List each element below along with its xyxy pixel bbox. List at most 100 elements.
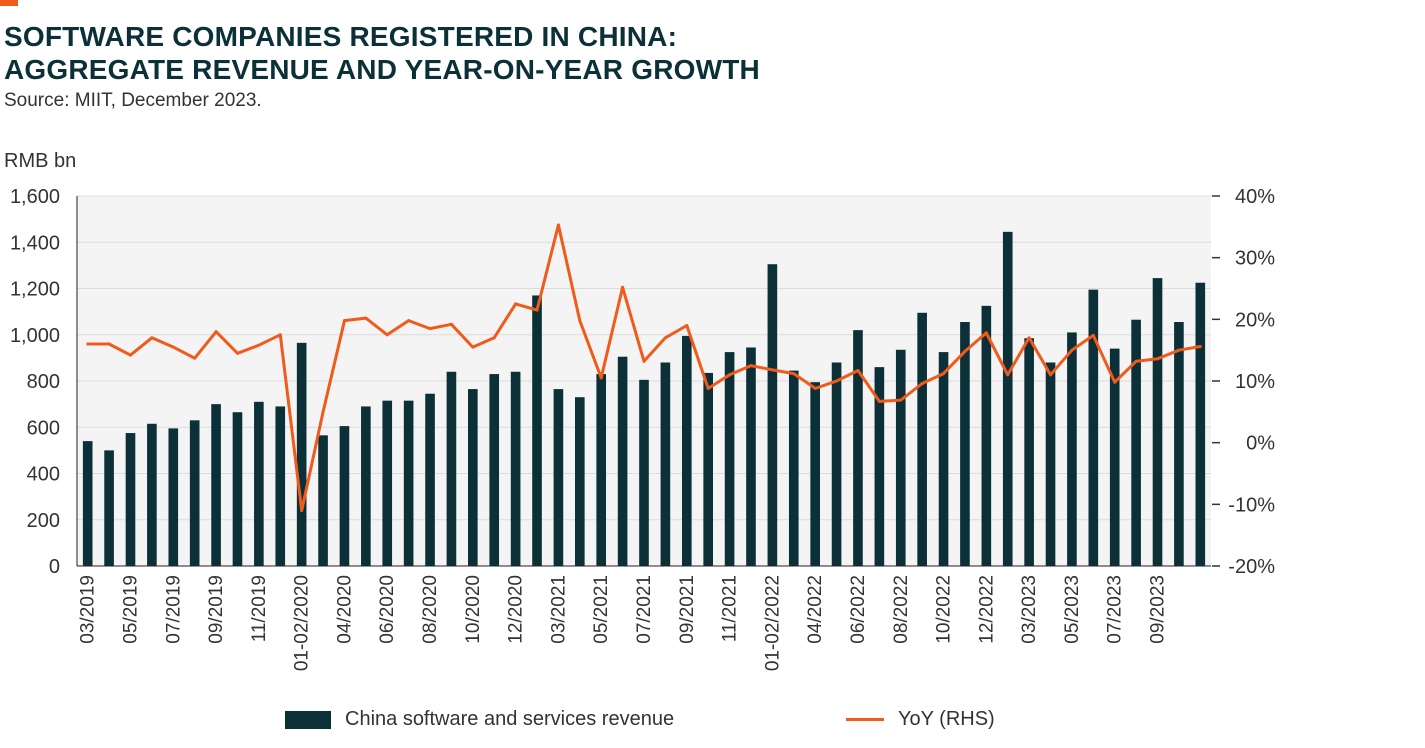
x-tick-label: 08/2020 [420, 575, 441, 644]
revenue-bar [681, 335, 692, 566]
revenue-bar [703, 372, 714, 566]
x-tick-label: 09/2021 [677, 575, 698, 644]
revenue-bar [1002, 231, 1013, 566]
revenue-bar [853, 330, 863, 566]
legend-revenue-label: China software and services revenue [345, 708, 675, 730]
axes [76, 196, 1211, 567]
yoy-point [107, 342, 111, 346]
revenue-bar [446, 371, 457, 566]
yoy-point [514, 302, 518, 306]
revenue-bar [382, 400, 393, 566]
yoy-point [792, 372, 796, 376]
right-axis-tick-labels: -20% -10% 0% 10% 20% 30% 40% [1212, 186, 1275, 578]
yoy-point [1091, 333, 1095, 337]
yoy-point [278, 333, 282, 337]
yoy-point [556, 223, 560, 227]
revenue-bar [553, 389, 564, 566]
revenue-bar [296, 342, 307, 566]
revenue-bar [82, 441, 93, 566]
revenue-bar [361, 406, 371, 566]
revenue-bar [168, 428, 179, 566]
x-tick-label: 03/2021 [548, 575, 569, 644]
revenue-bar [468, 389, 478, 566]
right-tick-label: 30% [1235, 248, 1275, 270]
revenue-bar [574, 397, 585, 566]
yoy-point [984, 331, 988, 335]
revenue-bar [125, 433, 136, 566]
yoy-point [342, 319, 346, 323]
yoy-point [685, 324, 689, 327]
yoy-point [621, 285, 625, 289]
revenue-bar [724, 352, 735, 566]
source-note: Source: MIIT, December 2023. [4, 90, 262, 111]
revenue-bar [1131, 319, 1141, 566]
legend-item-yoy: YoY (RHS) [846, 708, 995, 731]
x-tick-label: 10/2022 [934, 575, 955, 644]
revenue-bar [938, 352, 949, 566]
yoy-point [877, 399, 881, 403]
legend-bar-swatch [285, 710, 331, 729]
revenue-bars [82, 231, 1206, 566]
revenue-bar [746, 347, 756, 566]
x-axis-tick-labels: 03/2019 05/2019 07/2019 09/2019 11/2019 01-02… [78, 575, 1169, 671]
x-tick-label: 11/2019 [249, 575, 270, 642]
revenue-bar [596, 374, 607, 566]
yoy-point [193, 356, 197, 360]
revenue-bar [318, 435, 328, 566]
x-tick-label: 07/2021 [634, 575, 655, 644]
revenue-bar [1024, 338, 1034, 566]
x-tick-label: 07/2023 [1105, 575, 1126, 644]
x-tick-label: 03/2023 [1019, 575, 1040, 644]
right-tick-label: 10% [1235, 371, 1275, 393]
yoy-point [214, 330, 218, 334]
x-tick-label: 05/2021 [591, 575, 612, 644]
revenue-bar [189, 420, 200, 566]
revenue-bar [639, 379, 649, 566]
yoy-point [663, 336, 667, 340]
left-tick-label: 1,400 [10, 232, 60, 254]
yoy-point [920, 381, 924, 385]
yoy-point [364, 316, 368, 320]
x-tick-label: 04/2022 [805, 575, 826, 644]
left-tick-label: 200 [27, 510, 60, 532]
revenue-bar [1088, 289, 1099, 566]
revenue-bar [489, 374, 500, 566]
yoy-point [599, 376, 603, 380]
chart-title-line-1: SOFTWARE COMPANIES REGISTERED IN CHINA: [4, 21, 678, 52]
revenue-bar [874, 367, 885, 566]
x-tick-label: 06/2022 [848, 575, 869, 644]
x-tick-label: 12/2020 [506, 575, 527, 644]
yoy-point [492, 336, 496, 340]
yoy-point [86, 342, 90, 346]
yoy-point [1177, 348, 1181, 352]
x-tick-label: 03/2019 [78, 575, 99, 644]
left-tick-label: 1,600 [10, 186, 60, 208]
revenue-bar [788, 370, 799, 566]
yoy-point [407, 319, 411, 323]
yoy-point [128, 353, 132, 357]
revenue-bar [211, 404, 221, 566]
chart-title-line-2: AGGREGATE REVENUE AND YEAR-ON-YEAR GROWT… [4, 54, 760, 85]
yoy-point [1198, 344, 1202, 348]
revenue-bar [147, 423, 157, 566]
yoy-point [300, 509, 304, 512]
revenue-bar [1067, 332, 1077, 566]
revenue-bar [831, 362, 842, 566]
revenue-bar [1109, 348, 1120, 566]
revenue-bar [1174, 322, 1184, 566]
left-tick-label: 800 [27, 371, 60, 393]
x-tick-label: 11/2021 [720, 575, 741, 642]
revenue-bar [895, 349, 906, 566]
yoy-point [471, 345, 475, 349]
yoy-point [899, 398, 903, 402]
left-tick-label: 600 [27, 417, 60, 439]
yoy-point [321, 410, 325, 414]
revenue-bar [660, 362, 671, 566]
yoy-point [728, 373, 732, 377]
revenue-bar [232, 412, 243, 566]
yoy-point [150, 336, 154, 340]
yoy-point [385, 333, 389, 337]
legend-line-swatch [846, 718, 884, 721]
x-tick-label: 05/2023 [1062, 575, 1083, 644]
yoy-point [706, 386, 710, 390]
